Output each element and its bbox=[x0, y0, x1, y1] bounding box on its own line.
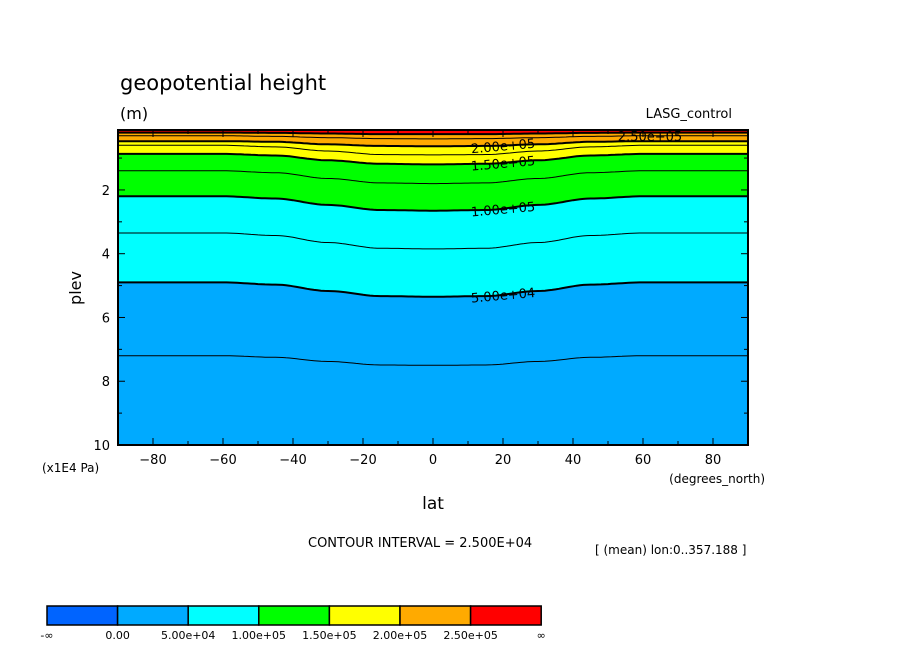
y-tick-label: 6 bbox=[102, 311, 110, 326]
contour-line-125000 bbox=[118, 170, 748, 185]
x-tick-label: −20 bbox=[349, 453, 376, 468]
colorbar-label: 2.50e+05 bbox=[443, 629, 497, 642]
y-tick-label: 4 bbox=[102, 248, 110, 263]
colorbar: -∞ 0.00 5.00e+04 1.00e+05 1.50e+05 2.00e+05 2.… bbox=[40, 605, 546, 642]
y-units-label: (x1E4 Pa) bbox=[42, 461, 99, 475]
y-tick-label: 8 bbox=[102, 375, 110, 390]
contour-interval-label: CONTOUR INTERVAL = 2.500E+04 bbox=[308, 536, 532, 551]
chart-title: geopotential height bbox=[120, 71, 326, 95]
y-tick-label: 10 bbox=[93, 439, 110, 454]
x-tick-label: −80 bbox=[139, 453, 166, 468]
colorbar-swatch bbox=[187, 605, 260, 626]
contour-label: 5.00e+04 bbox=[470, 286, 535, 307]
units-label: (m) bbox=[120, 104, 148, 123]
colorbar-swatch bbox=[46, 605, 119, 626]
contour-label: 2.50e+05 bbox=[618, 130, 682, 145]
band-above-200000 bbox=[118, 130, 748, 147]
colorbar-swatch bbox=[399, 605, 472, 626]
axes: −80 −60 −40 −20 0 20 40 60 80 2 4 6 8 10 bbox=[93, 129, 749, 468]
colorbar-swatch bbox=[258, 605, 331, 626]
x-tick-label: −40 bbox=[279, 453, 306, 468]
colorbar-swatch bbox=[469, 605, 542, 626]
contour-line-150000 bbox=[118, 152, 748, 166]
y-tick-label: 2 bbox=[102, 184, 110, 199]
x-tick-label: 80 bbox=[705, 453, 722, 468]
colorbar-label: 5.00e+04 bbox=[161, 629, 215, 642]
colorbar-label: ∞ bbox=[537, 629, 546, 642]
contour-label: 1.50e+05 bbox=[470, 154, 535, 175]
x-tick-label: 20 bbox=[495, 453, 512, 468]
contour-line-50000 bbox=[118, 281, 748, 298]
colorbar-label: 1.00e+05 bbox=[232, 629, 286, 642]
contour-line-75000 bbox=[118, 232, 748, 250]
x-tick-label: 40 bbox=[565, 453, 582, 468]
contour-line-25000 bbox=[118, 355, 748, 366]
x-tick-label: 60 bbox=[635, 453, 652, 468]
y-axis-label: plev bbox=[66, 271, 85, 305]
colorbar-label: 0.00 bbox=[105, 629, 130, 642]
colorbar-label: -∞ bbox=[40, 629, 53, 642]
mean-label: [ (mean) lon:0..357.188 ] bbox=[595, 543, 746, 557]
colorbar-swatch bbox=[116, 605, 189, 626]
x-units-label: (degrees_north) bbox=[669, 472, 765, 486]
x-tick-label: −60 bbox=[209, 453, 236, 468]
contour-line-175000 bbox=[118, 144, 748, 156]
contour-label: 1.00e+05 bbox=[470, 200, 535, 221]
contour-line-200000 bbox=[118, 140, 748, 148]
colorbar-label: 1.50e+05 bbox=[302, 629, 356, 642]
colorbar-swatch bbox=[328, 605, 401, 626]
plot-area: 5.00e+04 1.00e+05 1.50e+052.00e+05 2.50e+05 bbox=[118, 130, 748, 445]
dataset-label: LASG_control bbox=[646, 107, 732, 122]
colorbar-label: 2.00e+05 bbox=[373, 629, 427, 642]
x-axis-label: lat bbox=[422, 494, 444, 514]
x-tick-label: 0 bbox=[429, 453, 437, 468]
contour-line-100000 bbox=[118, 195, 748, 212]
contour-label: 2.00e+05 bbox=[470, 137, 535, 158]
